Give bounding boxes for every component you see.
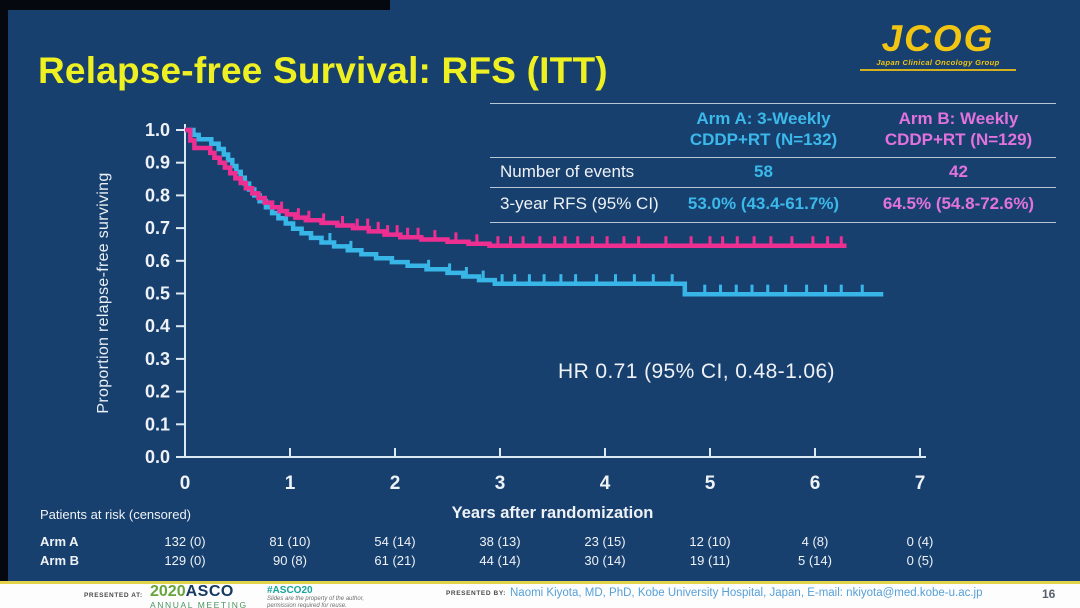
x-tick-label: 7 (915, 473, 926, 494)
jcog-logo: JCOG Japan Clinical Oncology Group (860, 20, 1016, 71)
arm-a-header-line2: CDDP+RT (N=132) (689, 130, 838, 150)
at-risk-value: 129 (0) (164, 553, 206, 568)
at-risk-value: 30 (14) (584, 553, 626, 568)
x-tick-label: 6 (810, 473, 821, 494)
presented-by-label: PRESENTED BY: (446, 590, 507, 597)
x-tick-label: 1 (285, 473, 296, 494)
arm-a-header-line1: Arm A: 3-Weekly (696, 109, 831, 128)
at-risk-value: 12 (10) (689, 534, 731, 549)
footer: PRESENTED AT: 2020ASCO ANNUAL MEETING #A… (0, 584, 1080, 608)
at-risk-value: 4 (8) (801, 534, 829, 549)
y-tick-label: 1.0 (145, 120, 170, 140)
page-number: 16 (1042, 587, 1056, 601)
arm-b-header-line2: CDDP+RT (N=129) (884, 130, 1033, 150)
at-risk-value: 54 (14) (374, 534, 416, 549)
presented-at-label: PRESENTED AT: (84, 592, 143, 599)
footer-separator-line (0, 581, 1080, 584)
page-title: Relapse-free Survival: RFS (ITT) (38, 50, 608, 91)
patients-at-risk-caption: Patients at risk (censored) (40, 507, 192, 522)
y-tick-label: 0.6 (145, 251, 170, 271)
at-risk-value: 0 (4) (906, 534, 934, 549)
arm-b-rfs: 64.5% (54.8-72.6%) (882, 193, 1035, 213)
x-tick-label: 3 (495, 473, 506, 494)
at-risk-arm-a-label: Arm A (40, 534, 79, 549)
presenter-credit: Naomi Kiyota, MD, PhD, Kobe University H… (510, 587, 983, 599)
asco-logo-name: ASCO (185, 583, 234, 600)
arm-b-header: Arm B: Weekly CDDP+RT (N=129) (861, 108, 1056, 151)
at-risk-value: 81 (10) (269, 534, 311, 549)
y-tick-label: 0.1 (145, 414, 170, 434)
x-tick-label: 0 (180, 473, 191, 494)
rfs-row-label: 3-year RFS (95% CI) (500, 193, 659, 213)
y-tick-label: 0.4 (145, 316, 170, 336)
x-tick-label: 5 (705, 473, 716, 494)
letterbox-left-bar (0, 0, 8, 581)
arm-a-events: 58 (754, 161, 773, 181)
arm-b-events: 42 (949, 161, 968, 181)
at-risk-value: 19 (11) (689, 553, 731, 568)
asco-logo-year: 2020 (150, 583, 186, 600)
at-risk-value: 90 (8) (273, 553, 307, 568)
at-risk-value: 44 (14) (479, 553, 521, 568)
jcog-logo-text: JCOG (881, 18, 995, 59)
y-tick-label: 0.9 (145, 153, 170, 173)
disclaimer-line2: permission required for reuse. (267, 602, 347, 608)
arm-b-header-line1: Arm B: Weekly (898, 109, 1019, 128)
at-risk-arm-b-label: Arm B (40, 553, 80, 568)
at-risk-value: 61 (21) (374, 553, 416, 568)
y-tick-label: 0.8 (145, 185, 170, 205)
at-risk-value: 0 (5) (906, 553, 934, 568)
y-tick-label: 0.7 (145, 218, 170, 238)
asco-logo: 2020ASCO ANNUAL MEETING (150, 584, 248, 608)
x-axis-title: Years after randomization (451, 504, 654, 522)
letterbox-top-bar (0, 0, 390, 10)
disclaimer-line1: Slides are the property of the author, (267, 596, 365, 602)
survival-curve-arm-a (185, 127, 884, 297)
y-axis-title: Proportion relapse-free surviving (95, 172, 112, 414)
survival-curve-arm-b (185, 127, 847, 249)
y-tick-label: 0.3 (145, 349, 170, 369)
arm-a-rfs: 53.0% (43.4-61.7%) (687, 193, 840, 213)
asco-logo-meeting: ANNUAL MEETING (150, 600, 248, 608)
arm-a-header: Arm A: 3-Weekly CDDP+RT (N=132) (666, 108, 861, 151)
x-tick-label: 4 (600, 473, 611, 494)
y-tick-label: 0.0 (145, 447, 170, 467)
summary-table: Arm A: 3-Weekly CDDP+RT (N=132) Arm B: W… (490, 103, 1056, 223)
at-risk-value: 5 (14) (798, 553, 832, 568)
x-tick-label: 2 (390, 473, 401, 494)
disclaimer-text: Slides are the property of the author, p… (267, 596, 364, 608)
hazard-ratio-annotation: HR 0.71 (95% CI, 0.48-1.06) (558, 360, 835, 383)
at-risk-value: 38 (13) (479, 534, 521, 549)
at-risk-value: 132 (0) (164, 534, 206, 549)
jcog-logo-subtitle: Japan Clinical Oncology Group (860, 58, 1016, 71)
y-tick-label: 0.2 (145, 382, 170, 402)
summary-table-header-row: Arm A: 3-Weekly CDDP+RT (N=132) Arm B: W… (490, 103, 1056, 158)
events-row-label: Number of events (500, 161, 635, 181)
summary-table-events-row: Number of events 58 42 (490, 158, 1056, 188)
y-tick-label: 0.5 (145, 284, 170, 304)
at-risk-value: 23 (15) (584, 534, 626, 549)
summary-table-rfs-row: 3-year RFS (95% CI) 53.0% (43.4-61.7%) 6… (490, 188, 1056, 223)
hashtag: #ASCO20 (267, 585, 313, 596)
